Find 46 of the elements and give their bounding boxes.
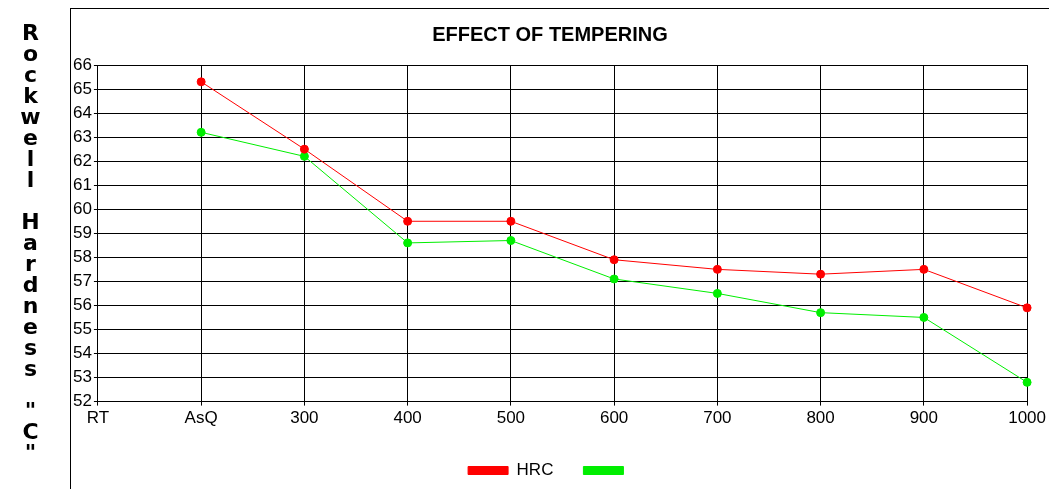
y-tick-label: 63 <box>72 126 92 146</box>
point <box>299 151 309 161</box>
point <box>712 288 722 298</box>
point <box>609 274 619 284</box>
y-tick-label: 55 <box>72 319 92 339</box>
y-tick-label: 60 <box>72 198 92 218</box>
chart-title: EFFECT OF TEMPERING <box>432 22 668 45</box>
x-tick-label: 1000 <box>1008 408 1046 428</box>
point <box>299 144 309 154</box>
y-tick-label: 61 <box>72 174 92 194</box>
point <box>1022 303 1032 313</box>
point <box>816 308 826 318</box>
x-tick-label: RT <box>86 408 110 428</box>
y-tick-label: 57 <box>72 271 92 291</box>
point <box>919 264 929 274</box>
point <box>609 255 619 265</box>
point <box>816 269 826 279</box>
x-tick-label: 500 <box>496 408 526 428</box>
point <box>196 77 206 87</box>
point <box>506 216 516 226</box>
y-tick-label: 58 <box>72 247 92 267</box>
y-tick-label: 65 <box>72 78 92 98</box>
x-tick-label: 700 <box>703 408 732 428</box>
point <box>919 312 929 322</box>
point <box>712 264 722 274</box>
point <box>403 238 413 248</box>
x-tick-label: 800 <box>806 408 835 428</box>
point <box>196 127 206 137</box>
x-tick-label: 600 <box>599 408 629 428</box>
x-tick-label: 400 <box>393 408 422 428</box>
y-tick-label: 53 <box>72 367 92 387</box>
point <box>506 236 516 246</box>
y-axis-title: Rockwell Hardness "C" <box>18 20 43 461</box>
y-tick-label: 64 <box>72 102 92 122</box>
legend-label: HRC <box>516 460 554 480</box>
y-tick-label: 56 <box>72 295 92 315</box>
y-tick-label: 54 <box>72 343 92 363</box>
x-tick-label: AsQ <box>184 408 218 428</box>
y-tick-label: 52 <box>72 391 92 411</box>
x-tick-label: 300 <box>290 408 319 428</box>
x-tick-label: 900 <box>909 408 939 428</box>
y-tick-label: 59 <box>72 222 92 242</box>
y-tick-label: 62 <box>72 150 92 170</box>
point <box>1022 377 1032 387</box>
point <box>403 216 413 226</box>
y-tick-label: 66 <box>72 54 92 74</box>
